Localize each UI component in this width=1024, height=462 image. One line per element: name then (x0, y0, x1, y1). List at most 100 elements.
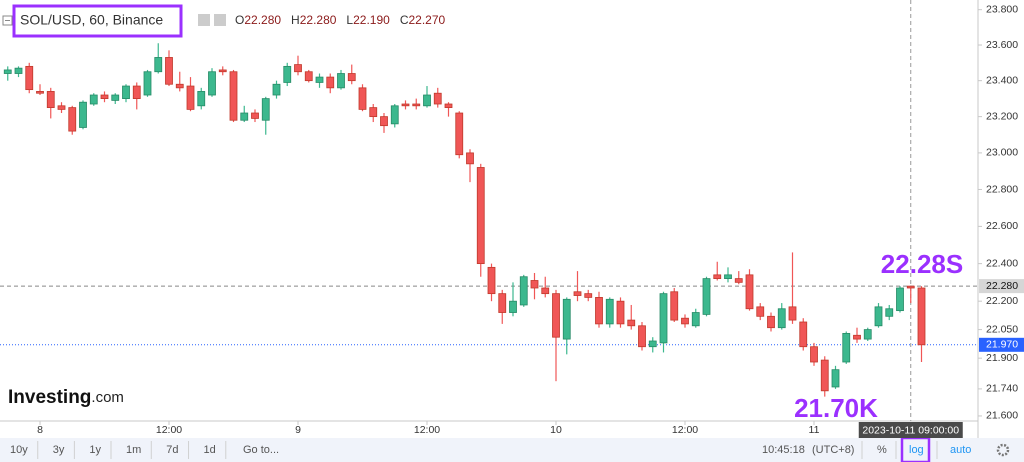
candle-body (509, 300, 517, 313)
range-buttons: 10y 3y 1y 1m 7d 1d (10, 441, 227, 459)
candle-body (616, 300, 625, 325)
candle-body (229, 71, 238, 121)
candle-body (444, 103, 453, 109)
price-label-box (979, 337, 1024, 352)
candle-body (519, 276, 528, 306)
ohlc-value: 22.280 (300, 13, 337, 27)
auto-button[interactable]: auto (950, 444, 971, 456)
candle-body (874, 306, 883, 327)
eye-icon[interactable] (198, 14, 210, 26)
y-tick-label: 23.800 (986, 3, 1018, 15)
candle-body (218, 69, 227, 73)
y-tick-label: 23.400 (986, 74, 1018, 86)
goto-button[interactable]: Go to... (243, 444, 279, 456)
candle-body (283, 65, 292, 83)
candle-body (68, 107, 77, 132)
y-tick-label: 23.600 (986, 39, 1018, 51)
candle-body (261, 98, 270, 121)
candle-body (691, 312, 700, 327)
candle-body (595, 297, 603, 325)
candle-body (906, 285, 915, 289)
log-button[interactable]: log (909, 444, 924, 456)
candle-body (541, 287, 550, 295)
candle-body (315, 76, 324, 83)
candle-body (767, 315, 775, 329)
candle-body (100, 94, 109, 100)
candle-body (46, 91, 55, 109)
y-tick-label: 22.800 (986, 183, 1018, 195)
candle-body (89, 94, 98, 105)
candle-body (272, 83, 281, 96)
ohlc-key: H (291, 13, 300, 27)
settings-gear[interactable] (996, 443, 1010, 457)
candle-body (154, 57, 163, 73)
y-tick-label: 22.200 (986, 295, 1018, 307)
x-tick-label: 12:00 (414, 424, 440, 436)
annotation: 22.28S (881, 249, 963, 279)
candle-body (885, 308, 894, 317)
x-tick-label: 12:00 (672, 424, 698, 436)
y-tick-label: 22.400 (986, 257, 1018, 269)
candle-body (25, 65, 34, 91)
candle-body (390, 105, 399, 125)
candle-body (326, 76, 335, 89)
settings-icon[interactable] (214, 14, 226, 26)
range-button[interactable]: 1y (89, 444, 101, 456)
ohlc-key: L (346, 13, 353, 27)
ohlc-key: C (400, 13, 409, 27)
timezone[interactable]: (UTC+8) (812, 444, 854, 456)
candle-body (14, 67, 23, 74)
range-button[interactable]: 1m (126, 444, 141, 456)
clock: 10:45:18 (762, 444, 805, 456)
candle-body (455, 112, 464, 156)
range-button[interactable]: 3y (53, 444, 65, 456)
collapse-icon[interactable] (2, 15, 13, 26)
candle-body (670, 291, 679, 321)
range-button[interactable]: 7d (166, 444, 178, 456)
ohlc-item: C22.270 (400, 13, 446, 27)
candle-body (659, 293, 668, 344)
logo: Investing.com (8, 387, 124, 408)
range-button[interactable]: 1d (204, 444, 216, 456)
candle-body (358, 87, 367, 110)
ohlc-legend: O22.280 H22.280 L22.190 C22.270 (235, 13, 446, 27)
annotation: 21.70K (794, 393, 878, 423)
candle-body (820, 359, 829, 392)
ohlc-value: 22.190 (353, 13, 390, 27)
candle-body (498, 293, 507, 313)
crosshair-label: 2023-10-11 09:00:00 (862, 424, 959, 436)
candle-body (724, 274, 732, 280)
candle-body (530, 280, 539, 289)
candle-body (756, 306, 765, 317)
x-tick-label: 11 (809, 424, 820, 436)
candle-body (208, 71, 216, 96)
candle-body (57, 105, 66, 110)
candle-body (831, 369, 840, 388)
ohlc-item: L22.190 (346, 13, 390, 27)
price-label: 21.970 (986, 339, 1018, 351)
x-tick-label: 9 (295, 424, 301, 436)
price-label: 22.280 (986, 280, 1018, 292)
candle-body (380, 116, 388, 127)
candle-body (369, 107, 378, 118)
percent-button[interactable]: % (877, 444, 887, 456)
logo-suffix: .com (91, 389, 124, 406)
candle-body (143, 71, 152, 96)
range-button[interactable]: 10y (10, 444, 28, 456)
candle-body (122, 85, 130, 100)
candle-body (853, 334, 861, 340)
candle-body (605, 298, 614, 325)
candle-body (584, 293, 593, 298)
candle-body (466, 152, 474, 165)
candle-body (702, 278, 711, 315)
candle-body (36, 91, 44, 94)
ohlc-item: O22.280 (235, 13, 281, 27)
candle-body (337, 73, 345, 89)
candle-body (294, 64, 302, 73)
candle-body (3, 69, 12, 74)
candle-body (788, 306, 797, 321)
y-tick-label: 21.900 (986, 352, 1018, 364)
candle-body (111, 94, 120, 101)
candle-body (896, 287, 904, 312)
